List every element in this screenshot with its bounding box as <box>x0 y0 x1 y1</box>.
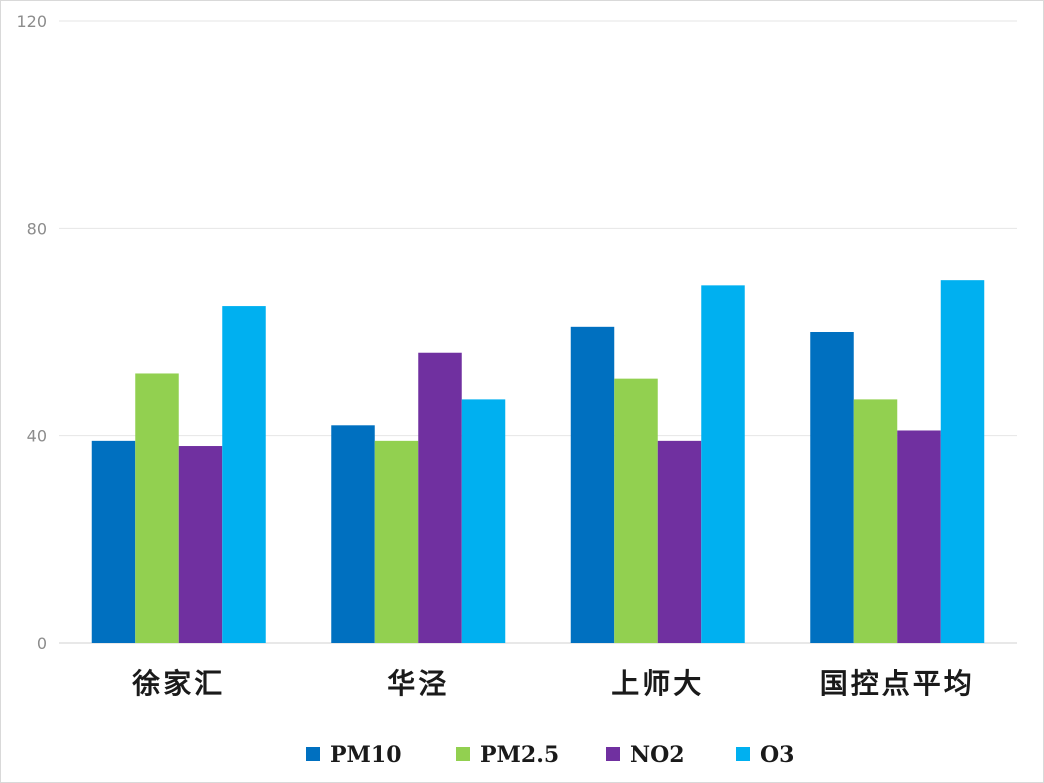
bar-pm25-2 <box>614 378 658 643</box>
y-tick-label: 80 <box>27 219 47 238</box>
legend-swatch-pm10 <box>306 747 320 761</box>
bar-o3-0 <box>222 306 266 643</box>
bar-no2-3 <box>897 430 941 643</box>
y-tick-label: 120 <box>16 12 47 31</box>
bar-o3-1 <box>461 399 506 643</box>
x-category-label: 国控点平均 <box>820 667 975 700</box>
legend-swatch-no2 <box>606 747 620 761</box>
bar-pm10-1 <box>331 425 375 643</box>
legend-label: O3 <box>760 742 794 768</box>
bar-pm25-3 <box>853 399 898 643</box>
bar-no2-1 <box>418 352 462 643</box>
y-tick-label: 40 <box>27 427 47 446</box>
legend-label: PM10 <box>330 742 402 768</box>
bars <box>91 280 985 643</box>
bar-o3-3 <box>940 280 985 643</box>
bar-o3-2 <box>701 285 745 643</box>
legend: PM10 PM2.5 NO2 O3 <box>306 742 794 768</box>
legend-label: PM2.5 <box>480 742 559 768</box>
bar-pm10-3 <box>810 332 854 643</box>
legend-swatch-o3 <box>736 747 750 761</box>
bar-pm25-1 <box>374 440 419 643</box>
y-tick-label: 0 <box>37 634 47 653</box>
x-category-label: 上师大 <box>611 667 704 700</box>
legend-label: NO2 <box>630 742 685 768</box>
x-category-label: 徐家汇 <box>131 667 225 700</box>
legend-swatch-pm25 <box>456 747 470 761</box>
bar-pm25-0 <box>135 373 179 643</box>
bar-no2-0 <box>178 446 223 643</box>
x-category-label: 华泾 <box>387 667 449 700</box>
axis-labels: 0 40 80 120 徐家汇 华泾 上师大 国控点平均 <box>16 12 975 700</box>
bar-pm10-0 <box>91 440 136 643</box>
bar-pm10-2 <box>570 326 615 643</box>
bar-no2-2 <box>657 440 702 643</box>
